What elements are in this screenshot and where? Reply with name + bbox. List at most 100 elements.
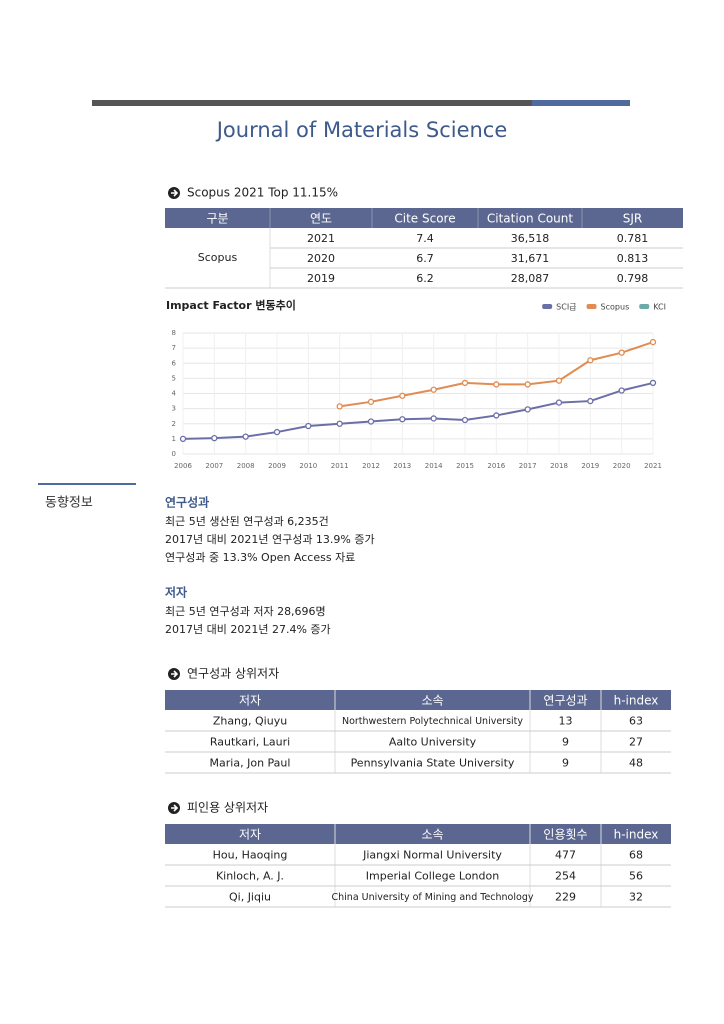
top-bar-accent [532, 100, 630, 106]
table-cell: Maria, Jon Paul [210, 757, 291, 770]
table-cell: Zhang, Qiuyu [213, 715, 287, 728]
data-point [524, 381, 531, 388]
x-tick-label: 2012 [362, 462, 380, 470]
table-cell: 27 [629, 736, 643, 749]
section-line: 최근 5년 생산된 연구성과 6,235건 [165, 515, 329, 528]
section-line: 2017년 대비 2021년 27.4% 증가 [165, 623, 331, 636]
side-label: 동향정보 [45, 496, 93, 511]
section-heading: 연구성과 상위저자 [187, 667, 279, 681]
y-tick-label: 4 [172, 390, 177, 398]
column-header: 구분 [206, 212, 228, 226]
section-title: 연구성과 [165, 495, 209, 510]
data-point [461, 379, 469, 387]
data-point [242, 433, 249, 440]
data-point [367, 398, 375, 405]
column-header: 연구성과 [543, 694, 587, 708]
table-cell: 6.7 [416, 252, 434, 265]
y-tick-label: 6 [172, 359, 177, 367]
bullet-arrow [171, 670, 179, 678]
x-tick-label: 2014 [425, 462, 443, 470]
data-point [430, 386, 437, 393]
table-cell: 28,087 [511, 272, 550, 285]
x-tick-label: 2011 [331, 462, 349, 470]
table-cell: 48 [629, 757, 643, 770]
table-header [165, 690, 671, 710]
table-cell: 2020 [307, 252, 335, 265]
table-cell: Northwestern Polytechnical University [342, 716, 523, 727]
table-cell: 31,671 [511, 252, 550, 265]
table-cell: China University of Mining and Technolog… [332, 892, 534, 903]
section-line: 최근 5년 연구성과 저자 28,696명 [165, 605, 326, 618]
x-tick-label: 2007 [205, 462, 223, 470]
column-header: SJR [623, 212, 643, 226]
table-cell: Jiangxi Normal University [362, 849, 502, 862]
table-cell: 2021 [307, 232, 335, 245]
data-point [367, 418, 375, 425]
data-point [618, 349, 625, 356]
column-header: Cite Score [394, 212, 455, 226]
table-cell: 7.4 [416, 232, 434, 245]
data-point [211, 434, 218, 442]
table-cell: 56 [629, 870, 643, 883]
column-header: h-index [614, 694, 659, 708]
table-cell: 229 [555, 891, 576, 904]
column-header: 연도 [310, 212, 332, 226]
series-line [182, 381, 654, 440]
data-point [305, 422, 312, 430]
legend-swatch [542, 304, 553, 309]
data-point [649, 338, 657, 346]
data-point [587, 357, 594, 364]
legend-label: KCI [653, 303, 666, 312]
table-cell: 36,518 [511, 232, 550, 245]
journal-title: Journal of Materials Science [215, 118, 508, 142]
data-point [336, 420, 343, 427]
x-tick-label: 2020 [613, 462, 631, 470]
x-tick-label: 2019 [581, 462, 599, 470]
table-cell: 0.813 [617, 252, 649, 265]
table-header [165, 208, 683, 228]
data-point [587, 397, 594, 405]
x-tick-label: 2015 [456, 462, 474, 470]
table-cell: 0.798 [617, 272, 649, 285]
bullet-arrow [171, 804, 179, 812]
column-header: 소속 [421, 828, 443, 842]
data-point [430, 415, 437, 422]
chart-title: Impact Factor 변동추이 [166, 298, 296, 312]
data-point [618, 387, 625, 394]
table-cell: Aalto University [389, 736, 477, 749]
table-cell: Imperial College London [366, 870, 499, 883]
table-cell: 477 [555, 849, 576, 862]
section-line: 연구성과 중 13.3% Open Access 자료 [165, 551, 355, 564]
data-point [493, 381, 500, 388]
x-tick-label: 2013 [393, 462, 411, 470]
column-header: h-index [614, 828, 659, 842]
table-cell: Qi, Jiqiu [229, 891, 271, 904]
column-header: 소속 [421, 694, 443, 708]
table-cell: 0.781 [617, 232, 649, 245]
table-cell: Pennsylvania State University [351, 757, 515, 770]
bullet-arrow [171, 189, 179, 197]
table-cell: Kinloch, A. J. [216, 870, 284, 883]
data-point [399, 416, 406, 423]
section-title: 저자 [165, 585, 187, 600]
data-point [179, 435, 187, 443]
table-cell: 254 [555, 870, 576, 883]
data-point [555, 377, 563, 384]
column-header: 인용횟수 [543, 828, 587, 842]
table-cell: Rautkari, Lauri [210, 736, 290, 749]
table-header [165, 824, 671, 844]
data-point [649, 379, 657, 387]
data-point [524, 406, 531, 413]
section-heading: Scopus 2021 Top 11.15% [187, 186, 338, 200]
section-heading: 피인용 상위저자 [187, 801, 268, 815]
y-tick-label: 5 [172, 374, 176, 382]
x-tick-label: 2006 [174, 462, 192, 470]
x-tick-label: 2017 [519, 462, 537, 470]
table-cell: 13 [559, 715, 573, 728]
data-point [336, 403, 343, 410]
table-cell: 32 [629, 891, 643, 904]
y-tick-label: 1 [172, 435, 176, 443]
column-header: Citation Count [487, 212, 574, 226]
table-cell: 9 [562, 736, 569, 749]
